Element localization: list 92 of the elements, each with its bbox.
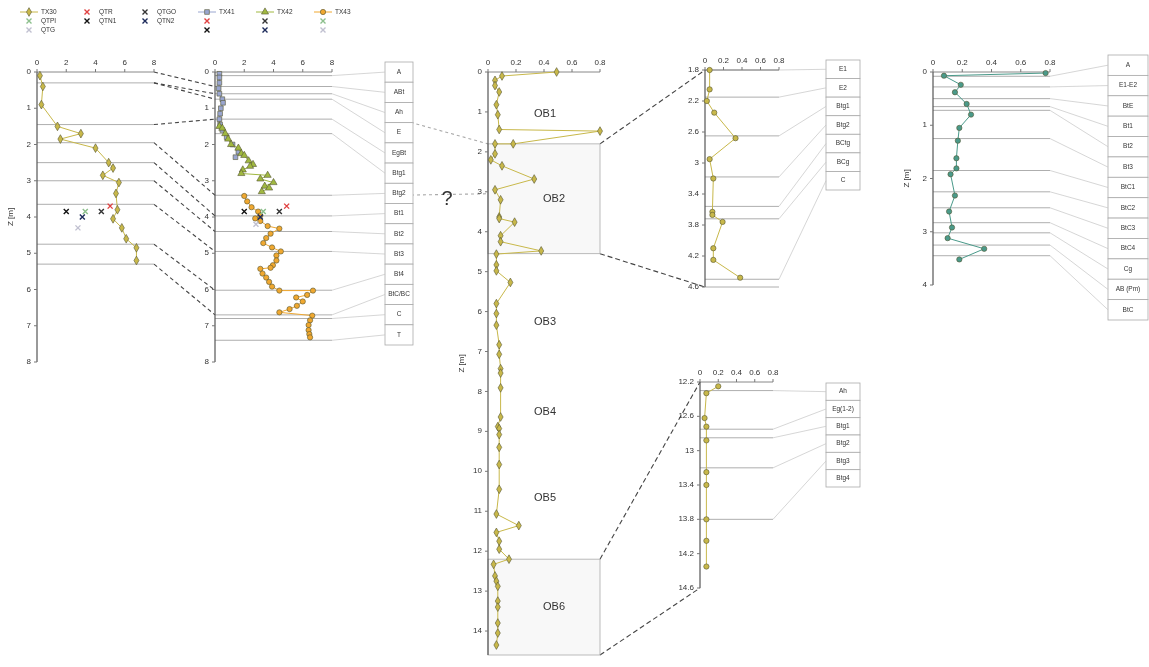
y-tick-label: 6 [204,284,210,294]
x-tick-label: 0.2 [712,368,725,377]
y-tick-label: 6 [477,306,483,316]
y-tick-label: 0 [477,67,483,77]
x-tick-label: 0.6 [1015,58,1027,67]
y-tick-label: 7 [477,346,483,356]
y-tick-label: 12.6 [678,411,695,421]
y-tick-label: 10 [473,466,483,476]
y-tick-label: 5 [26,248,32,258]
annotation: OB5 [533,490,557,503]
x-tick-label: 2 [64,58,70,67]
x-tick-label: 0 [702,56,708,65]
y-tick-label: 11 [473,506,483,516]
y-tick-label: 2 [204,139,210,149]
y-tick-label: 9 [477,426,483,436]
y-tick-label: 3 [694,158,700,168]
y-tick-label: 12.2 [678,377,695,387]
band-label: OB6 [542,599,566,612]
text: ? [441,187,453,210]
x-tick-label: 0.8 [767,368,780,377]
x-tick-label: 0.4 [736,56,749,65]
x-tick-label: 0.2 [956,58,969,67]
y-tick-label: 3 [204,175,210,185]
x-tick-label: 8 [329,58,335,67]
x-tick-label: 0 [34,58,40,67]
y-axis-title: Z [m] [457,354,466,373]
x-tick-label: 0.8 [594,58,607,67]
y-tick-label: 4.2 [687,251,700,261]
y-tick-label: 4 [922,280,928,290]
x-tick-label: 0.4 [538,58,551,67]
x-tick-label: 2 [242,58,248,67]
y-tick-label: 2 [26,139,32,149]
x-tick-label: 0.2 [717,56,730,65]
x-tick-label: 0.8 [1044,58,1057,67]
annotation: OB4 [533,404,557,417]
y-tick-label: 7 [204,320,210,330]
x-tick-label: 0.2 [510,58,523,67]
y-tick-label: 1 [26,103,32,113]
y-axis-title: Z [m] [6,207,15,227]
x-tick-label: 0.8 [773,56,786,65]
y-tick-label: 0 [26,67,32,77]
y-tick-label: 4 [204,212,210,222]
x-tick-label: 0.6 [566,58,579,67]
y-tick-label: 2 [477,146,483,156]
y-tick-label: 4 [477,226,483,236]
y-tick-label: 8 [26,357,32,367]
y-tick-label: 13.8 [678,514,695,524]
x-tick-label: 4 [93,58,99,67]
y-tick-label: 14.6 [678,583,695,593]
x-tick-label: 0.4 [985,58,998,67]
x-tick-label: 0 [212,58,218,67]
y-tick-label: 1 [922,120,928,130]
x-tick-label: 0.4 [730,368,743,377]
x-tick-label: 0 [930,58,936,67]
y-tick-label: 0 [204,67,210,77]
y-tick-label: 3 [26,175,32,185]
x-tick-label: 8 [151,58,157,67]
y-axis-title: Z [m] [902,169,911,188]
y-tick-label: 13 [685,445,695,455]
y-tick-label: 0 [922,67,928,77]
y-tick-label: 4.6 [687,282,700,292]
y-tick-label: 2.6 [687,127,700,137]
y-tick-label: 3.8 [687,220,700,230]
y-tick-label: 5 [204,248,210,258]
y-tick-label: 13 [473,586,483,596]
y-tick-label: 5 [477,266,483,276]
y-tick-label: 14 [473,626,483,636]
y-tick-label: 8 [204,357,210,367]
annotation: OB1 [533,106,557,119]
y-tick-label: 1 [477,107,483,117]
x-tick-label: 4 [271,58,277,67]
y-tick-label: 13.4 [678,480,695,490]
y-tick-label: 7 [26,320,32,330]
y-tick-label: 12 [473,546,483,556]
y-tick-label: 3 [477,186,483,196]
y-tick-label: 8 [477,386,483,396]
band-label: OB2 [542,191,566,204]
y-tick-label: 1.8 [687,65,700,75]
x-tick-label: 6 [300,58,306,67]
x-tick-label: 0.6 [754,56,767,65]
y-tick-label: 6 [26,284,32,294]
y-tick-label: 2.2 [687,96,700,106]
annotation: OB3 [533,314,557,327]
x-tick-label: 0.6 [749,368,761,377]
y-tick-label: 4 [26,212,32,222]
y-tick-label: 14.2 [678,548,695,558]
y-tick-label: 3 [922,226,928,236]
x-tick-label: 6 [122,58,128,67]
y-tick-label: 3.4 [687,189,700,199]
y-tick-label: 1 [204,103,210,113]
y-tick-label: 2 [922,173,928,183]
x-tick-label: 0 [485,58,491,67]
